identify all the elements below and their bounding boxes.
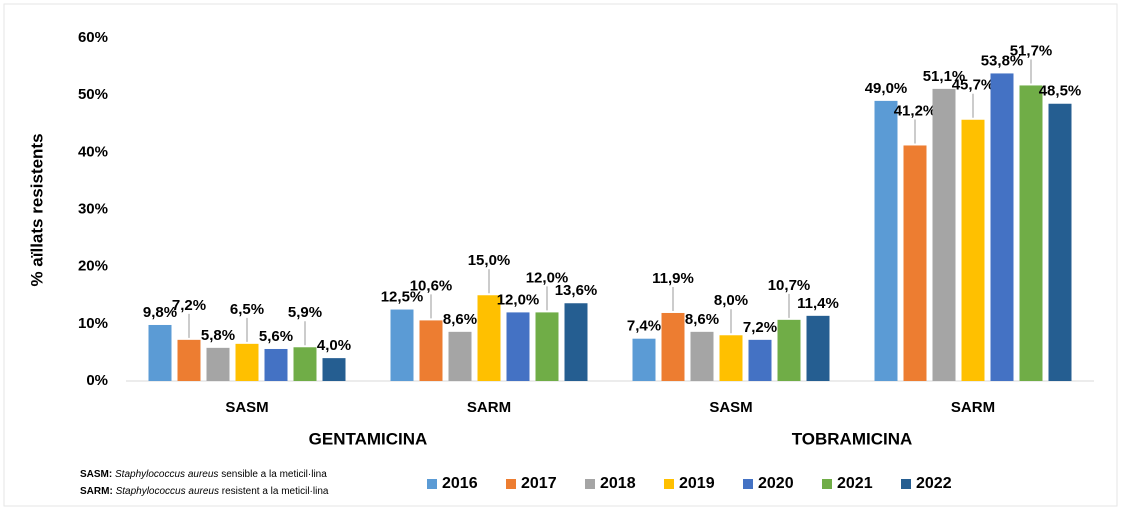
group-label: TOBRAMICINA [792, 429, 913, 448]
bar [564, 303, 588, 381]
bar [322, 358, 346, 381]
legend-swatch [506, 479, 516, 489]
bar [293, 347, 317, 381]
data-label: 6,5% [230, 301, 264, 318]
legend-swatch [822, 479, 832, 489]
legend-label: 2020 [758, 475, 794, 492]
bar [1019, 85, 1043, 381]
data-label: 8,6% [443, 311, 477, 328]
data-label: 51,7% [1010, 42, 1053, 59]
legend-swatch [901, 479, 911, 489]
data-label: 51,1% [923, 68, 966, 85]
bar [874, 100, 898, 381]
data-label: 5,9% [288, 304, 322, 321]
y-tick-label: 50% [78, 86, 108, 103]
data-label: 4,0% [317, 337, 351, 354]
bar [206, 347, 230, 381]
bar [535, 312, 559, 381]
bar [661, 312, 685, 381]
legend-label: 2017 [521, 475, 557, 492]
legend-label: 2021 [837, 475, 873, 492]
bar [748, 339, 772, 381]
bar [990, 73, 1014, 382]
legend-label: 2022 [916, 475, 952, 492]
group-label: GENTAMICINA [309, 429, 428, 448]
bar [506, 312, 530, 381]
x-tick-label: SARM [467, 399, 511, 416]
y-axis-label: % aïllats resistents [27, 133, 46, 286]
data-label: 10,7% [768, 277, 811, 294]
frame [3, 3, 1118, 507]
data-label: 11,4% [797, 295, 839, 312]
data-label: 7,4% [627, 318, 661, 335]
data-label: 53,8% [981, 52, 1024, 69]
data-label: 8,6% [685, 311, 719, 328]
legend-swatch [664, 479, 674, 489]
data-label: 49,0% [865, 80, 908, 97]
x-tick-label: SARM [951, 399, 995, 416]
footnote-abbr: SASM: [80, 469, 112, 480]
footnote-text: sensible a la meticil·lina [221, 469, 327, 480]
legend-label: 2019 [679, 475, 715, 492]
y-tick-label: 20% [78, 258, 108, 275]
bar [632, 338, 656, 381]
x-tick-label: SASM [709, 399, 752, 416]
legend-label: 2016 [442, 475, 478, 492]
bar [390, 309, 414, 381]
data-label: 5,8% [201, 327, 235, 344]
footnote: SARM: Staphylococcus aureus resistent a … [80, 486, 329, 497]
bar [903, 145, 927, 381]
bar [448, 331, 472, 381]
bar [932, 88, 956, 382]
bar [477, 295, 501, 381]
footnote-species: Staphylococcus aureus [115, 469, 218, 480]
bar [177, 339, 201, 381]
footnote: SASM: Staphylococcus aureus sensible a l… [80, 469, 327, 480]
bar [235, 343, 259, 381]
data-label: 15,0% [468, 252, 511, 269]
footnote-abbr: SARM: [80, 486, 113, 497]
footnote-text: resistent a la meticil·lina [222, 486, 329, 497]
y-tick-label: 10% [78, 315, 108, 332]
bar [264, 348, 288, 381]
bar [690, 331, 714, 381]
data-label: 7,2% [743, 319, 777, 336]
legend-swatch [585, 479, 595, 489]
data-label: 10,6% [410, 277, 453, 294]
y-tick-label: 30% [78, 200, 108, 217]
x-tick-label: SASM [225, 399, 268, 416]
data-label: 9,8% [143, 304, 177, 321]
bar [806, 315, 830, 381]
y-tick-label: 0% [86, 372, 108, 389]
legend-swatch [427, 479, 437, 489]
data-label: 5,6% [259, 328, 293, 345]
data-label: 12,0% [526, 269, 569, 286]
legend-label: 2018 [600, 475, 636, 492]
data-label: 8,0% [714, 292, 748, 309]
y-tick-label: 60% [78, 29, 108, 46]
bar [961, 119, 985, 381]
legend-swatch [743, 479, 753, 489]
bar [719, 335, 743, 381]
bar [1048, 103, 1072, 381]
bar [419, 320, 443, 381]
y-tick-label: 40% [78, 143, 108, 160]
data-label: 7,2% [172, 297, 206, 314]
bar [777, 319, 801, 381]
data-label: 13,6% [555, 282, 598, 299]
data-label: 11,9% [652, 270, 694, 287]
bar [148, 324, 172, 381]
data-label: 48,5% [1039, 83, 1082, 100]
data-label: 12,0% [497, 291, 540, 308]
data-label: 45,7% [952, 77, 995, 94]
data-label: 12,5% [381, 289, 424, 306]
data-label: 41,2% [894, 102, 937, 119]
footnote-species: Staphylococcus aureus [116, 486, 219, 497]
